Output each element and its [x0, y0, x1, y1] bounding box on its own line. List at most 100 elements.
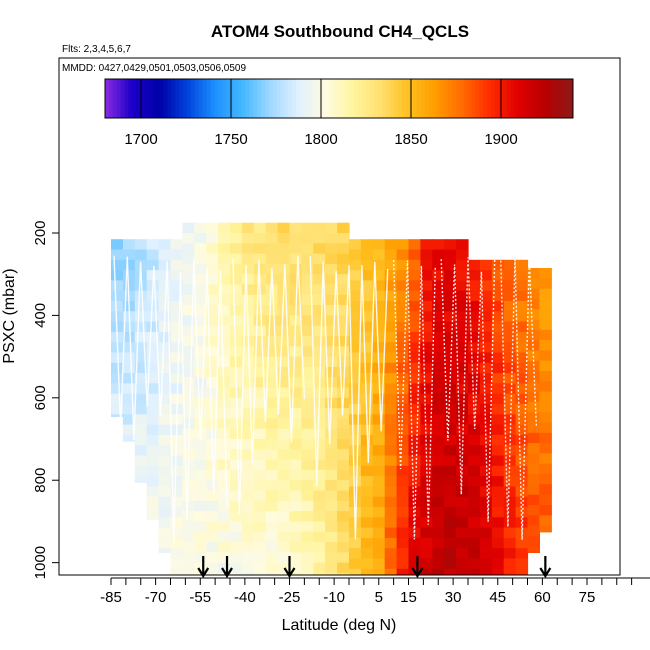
heatmap-cell — [527, 340, 540, 351]
heatmap-cell — [349, 465, 362, 477]
heatmap-cell — [218, 222, 231, 234]
heatmap-cell — [432, 383, 445, 395]
heatmap-cell — [337, 222, 350, 234]
heatmap-cell — [230, 294, 243, 306]
heatmap-cell — [444, 301, 457, 312]
heatmap-cell — [396, 239, 410, 251]
heatmap-cell — [182, 408, 195, 419]
heatmap-cell — [372, 445, 386, 457]
heatmap-cell — [503, 568, 517, 575]
colorbar-swatch — [179, 79, 184, 118]
heatmap-cell — [265, 233, 279, 244]
heatmap-cell — [194, 243, 207, 255]
heatmap-cell — [277, 480, 291, 492]
heatmap-cell — [325, 500, 338, 512]
heatmap-cell — [444, 270, 457, 281]
heatmap-cell — [527, 432, 540, 444]
heatmap-cell — [265, 377, 279, 389]
heatmap-cell — [289, 284, 302, 296]
heatmap-cell — [408, 424, 421, 436]
heatmap-cell — [372, 568, 386, 575]
heatmap-cell — [218, 315, 231, 327]
heatmap-cell — [134, 321, 148, 333]
heatmap-cell — [301, 253, 314, 265]
heatmap-cell — [158, 259, 172, 271]
heatmap-cell — [515, 558, 529, 570]
heatmap-cell — [206, 552, 219, 564]
heatmap-cell — [468, 414, 481, 426]
heatmap-cell — [539, 391, 552, 403]
heatmap-cell — [372, 249, 386, 261]
heatmap-cell — [194, 274, 207, 286]
heatmap-cell — [503, 331, 517, 343]
heatmap-cell — [182, 572, 195, 575]
heatmap-cell — [313, 449, 326, 461]
heatmap-cell — [230, 284, 243, 296]
heatmap-cell — [515, 507, 529, 518]
heatmap-cell — [230, 346, 243, 358]
heatmap-cell — [313, 284, 326, 296]
heatmap-cell — [408, 404, 421, 415]
colorbar-swatch — [237, 79, 242, 118]
heatmap-cell — [468, 507, 481, 518]
heatmap-cell — [360, 301, 374, 312]
heatmap-cell — [277, 397, 291, 409]
heatmap-cell — [301, 377, 314, 389]
heatmap-cell — [503, 280, 517, 292]
heatmap-cell — [122, 404, 136, 415]
heatmap-cell — [206, 294, 219, 306]
heatmap-cell — [289, 428, 302, 440]
heatmap-cell — [360, 373, 374, 384]
heatmap-cell — [182, 284, 195, 296]
heatmap-cell — [277, 366, 291, 378]
heatmap-cell — [241, 552, 255, 564]
heatmap-cell — [479, 548, 493, 560]
colorbar-swatch — [424, 79, 430, 118]
colorbar-swatch — [358, 79, 363, 118]
heatmap-cell — [468, 527, 481, 539]
colorbar-swatch — [311, 79, 317, 118]
heatmap-cell — [384, 352, 398, 364]
heatmap-cell — [384, 496, 398, 508]
heatmap-cell — [170, 455, 183, 467]
heatmap-cell — [111, 290, 124, 302]
heatmap-cell — [408, 331, 421, 343]
heatmap-cell — [170, 301, 183, 312]
heatmap-cell — [325, 572, 338, 575]
heatmap-cell — [253, 397, 267, 409]
heatmap-cell — [337, 263, 350, 275]
heatmap-cell — [456, 270, 469, 281]
heatmap-cell — [468, 393, 481, 405]
heatmap-cell — [491, 434, 505, 446]
heatmap-cell — [289, 542, 302, 553]
heatmap-cell — [479, 404, 493, 415]
heatmap-cell — [408, 507, 421, 518]
heatmap-cell — [265, 305, 279, 316]
heatmap-cell — [218, 305, 231, 316]
heatmap-cell — [325, 552, 338, 564]
heatmap-cell — [491, 486, 505, 498]
heatmap-cell — [194, 284, 207, 296]
heatmap-cell — [444, 434, 457, 446]
heatmap-cell — [337, 315, 350, 327]
heatmap-cell — [194, 366, 207, 378]
heatmap-cell — [277, 387, 291, 399]
heatmap-cell — [146, 239, 160, 251]
heatmap-cell — [182, 397, 195, 409]
heatmap-cell — [420, 270, 433, 281]
heatmap-cell — [337, 562, 350, 574]
heatmap-cell — [146, 373, 160, 384]
heatmap-cell — [111, 280, 124, 292]
heatmap-cell — [277, 253, 291, 265]
heatmap-cell — [539, 422, 552, 434]
heatmap-cell — [158, 424, 172, 436]
colorbar-swatch — [296, 79, 301, 118]
heatmap-cell — [230, 263, 243, 275]
colorbar-swatch — [206, 79, 211, 118]
heatmap-cell — [432, 311, 445, 323]
heatmap-cell — [277, 500, 291, 512]
flight-arrow — [283, 556, 296, 579]
heatmap-cell — [277, 346, 291, 358]
heatmap-cell — [372, 270, 386, 281]
heatmap-cell — [539, 319, 552, 331]
